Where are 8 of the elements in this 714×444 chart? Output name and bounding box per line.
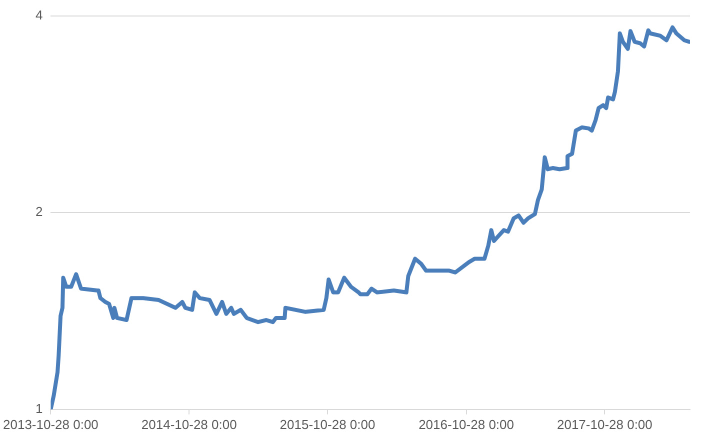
y-tick-label: 2 — [35, 204, 43, 220]
y-tick-label: 1 — [35, 400, 43, 416]
y-tick-label: 4 — [35, 7, 43, 22]
x-tick-label: 2014-10-28 0:00 — [141, 416, 237, 432]
x-tick-label: 2016-10-28 0:00 — [418, 416, 514, 432]
x-tick-label: 2013-10-28 0:00 — [2, 416, 98, 432]
x-tick-label: 2015-10-28 0:00 — [280, 416, 376, 432]
x-tick-label: 2017-10-28 0:00 — [556, 416, 652, 432]
